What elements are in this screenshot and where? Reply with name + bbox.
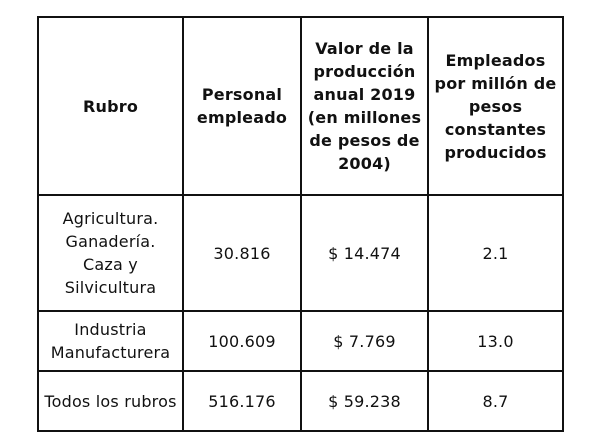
header-empleados-por-millon: Empleados por millón de pesos constantes… (427, 16, 564, 196)
table-row: Todos los rubros 516.176 $ 59.238 8.7 (37, 370, 564, 432)
cell-ratio: 13.0 (427, 310, 564, 372)
cell-personal: 516.176 (182, 370, 302, 432)
cell-rubro: Agricultura. Ganadería. Caza y Silvicult… (37, 194, 184, 312)
table-row: Agricultura. Ganadería. Caza y Silvicult… (37, 194, 564, 312)
cell-personal: 100.609 (182, 310, 302, 372)
cell-valor: $ 59.238 (300, 370, 429, 432)
header-personal-empleado: Personal empleado (182, 16, 302, 196)
cell-personal: 30.816 (182, 194, 302, 312)
cell-rubro: Industria Manufacturera (37, 310, 184, 372)
cell-ratio: 8.7 (427, 370, 564, 432)
cell-rubro: Todos los rubros (37, 370, 184, 432)
data-table: Rubro Personal empleado Valor de la prod… (37, 16, 564, 432)
header-valor-produccion: Valor de la producción anual 2019 (en mi… (300, 16, 429, 196)
cell-valor: $ 14.474 (300, 194, 429, 312)
cell-ratio: 2.1 (427, 194, 564, 312)
cell-valor: $ 7.769 (300, 310, 429, 372)
header-rubro: Rubro (37, 16, 184, 196)
table-row: Industria Manufacturera 100.609 $ 7.769 … (37, 310, 564, 372)
header-row: Rubro Personal empleado Valor de la prod… (37, 16, 564, 196)
